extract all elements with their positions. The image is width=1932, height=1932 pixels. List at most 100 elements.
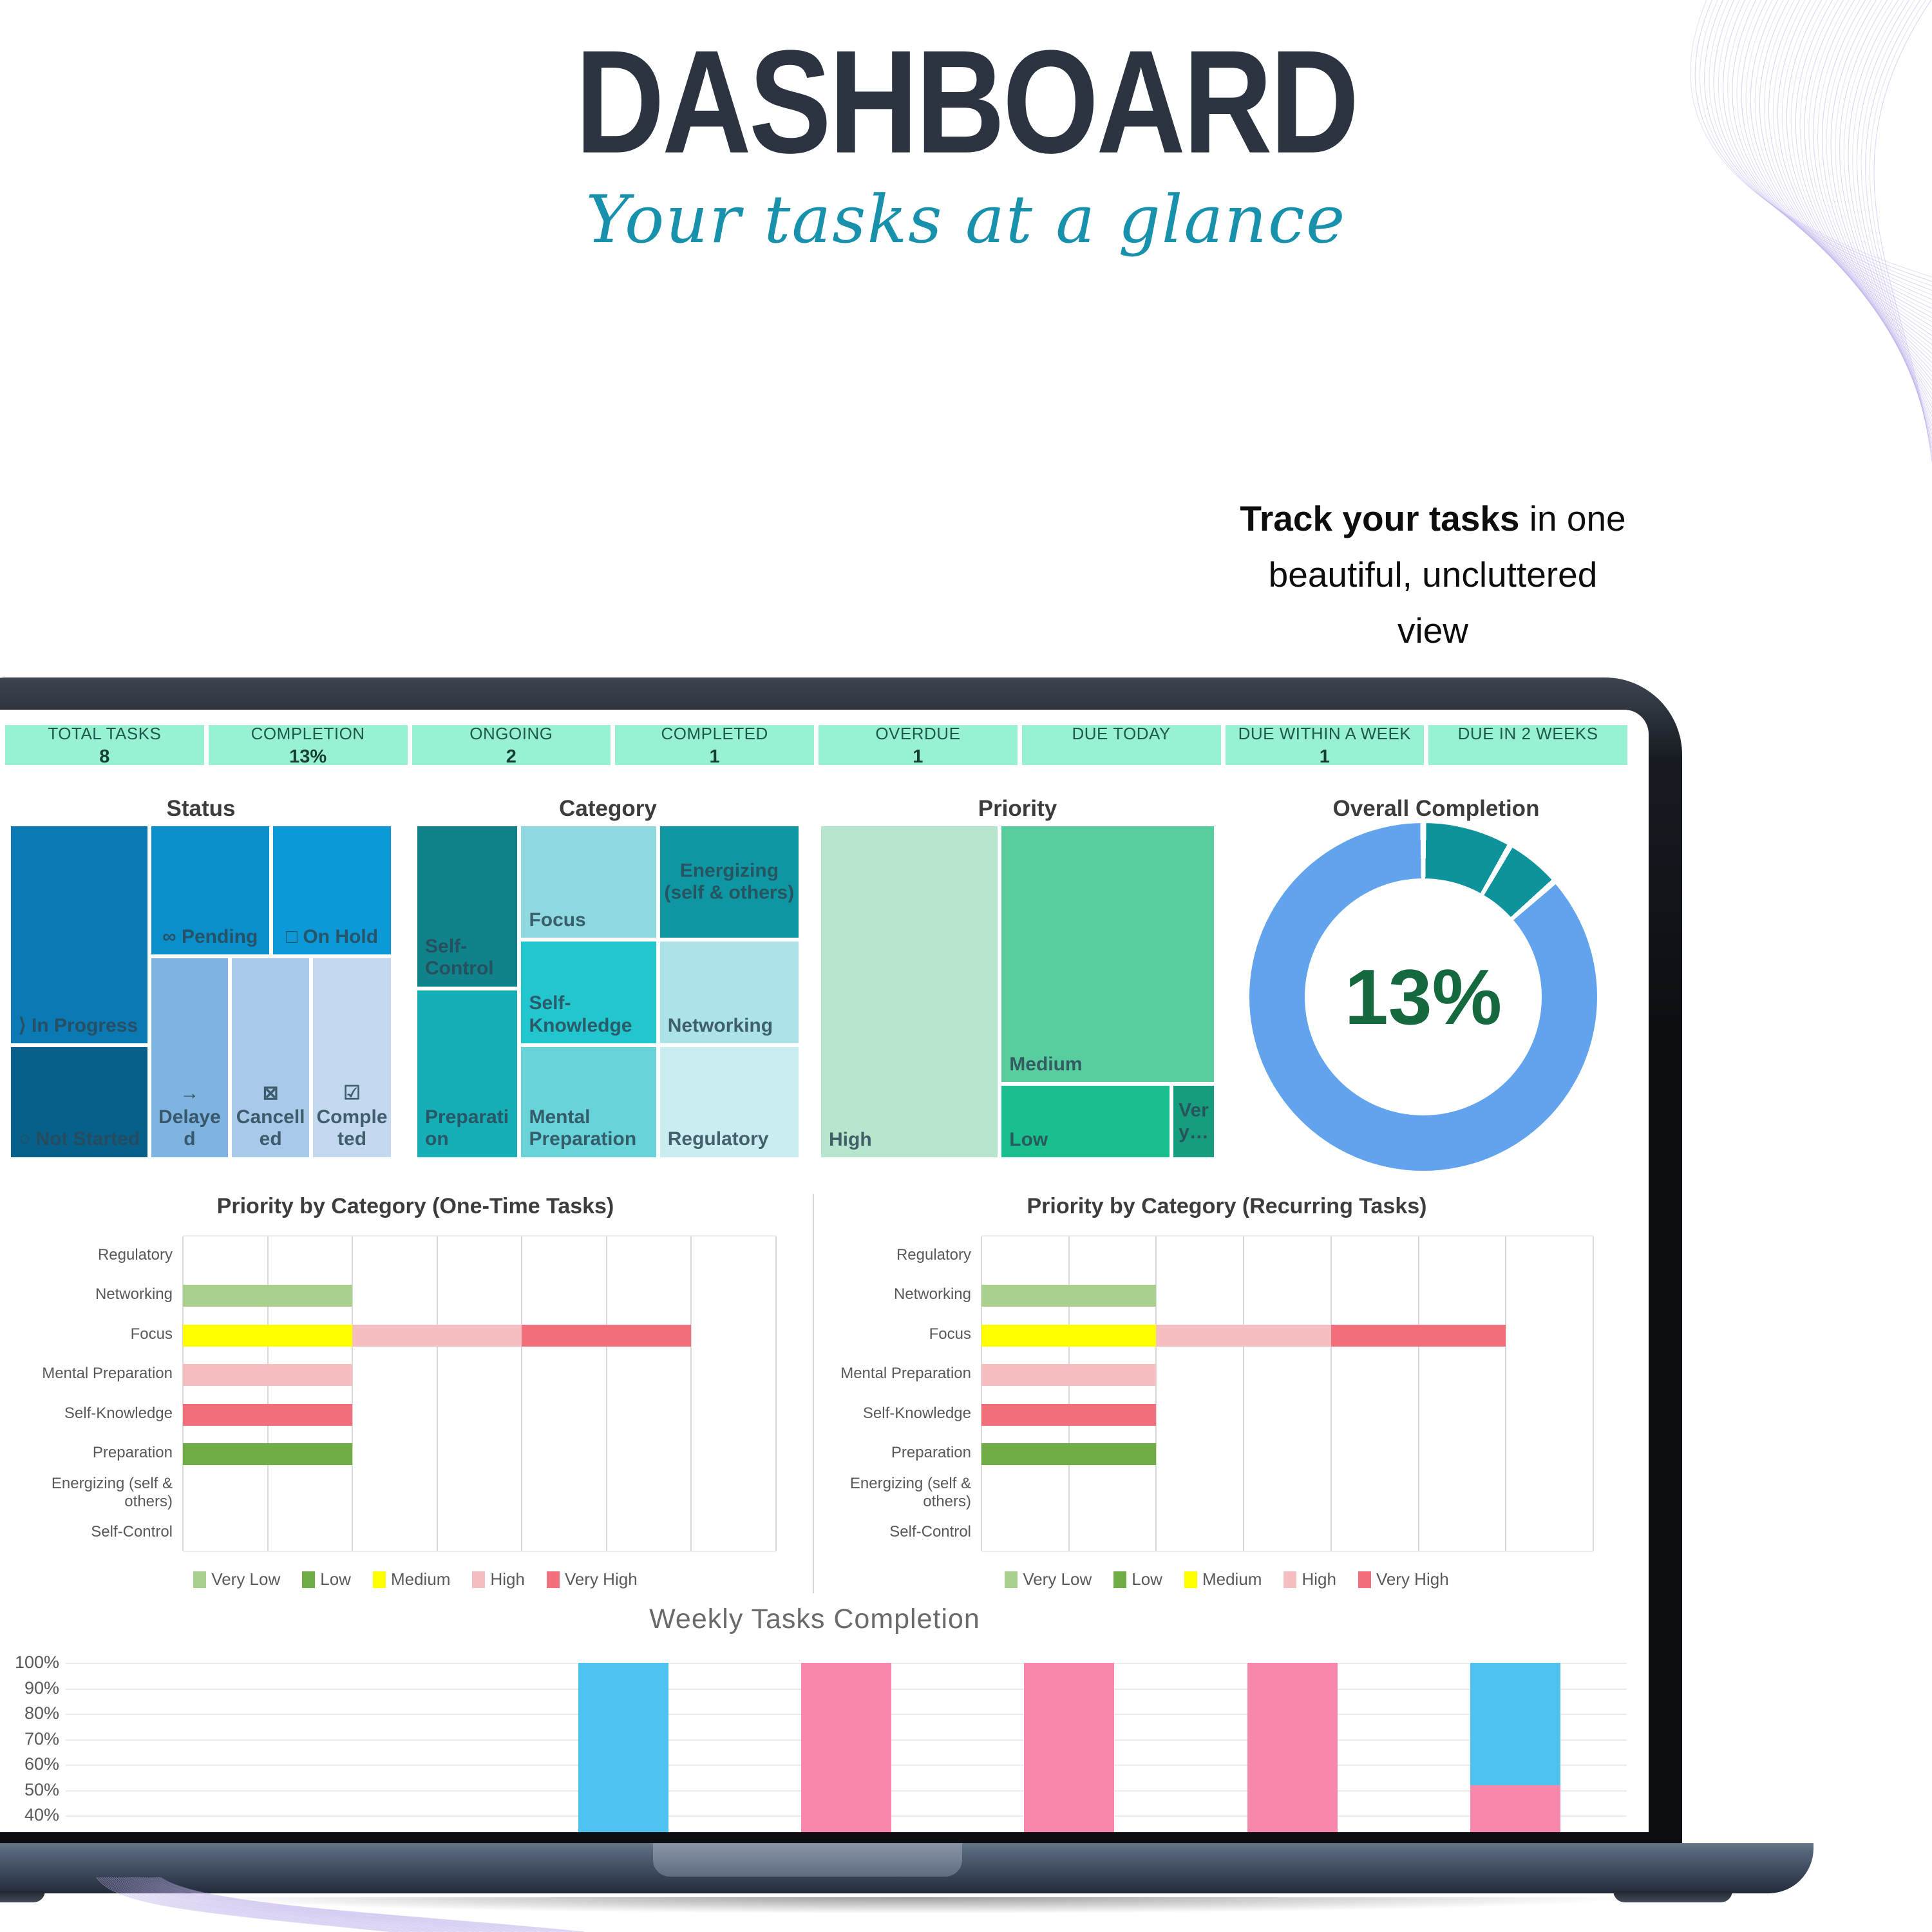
bar-row-label: Preparation <box>891 1444 971 1462</box>
chart-title: Status <box>166 796 236 821</box>
legend-swatch <box>1358 1571 1371 1588</box>
chart-title: Priority <box>978 796 1057 821</box>
y-tick-label: 30% <box>4 1831 59 1833</box>
kpi-label: ONGOING <box>469 723 553 743</box>
gridline <box>1505 1236 1507 1551</box>
bar-row-label: Self-Control <box>91 1523 173 1541</box>
bar-row-label: Regulatory <box>896 1245 971 1264</box>
legend-label: Medium <box>390 1569 451 1589</box>
chart-title: Overall Completion <box>1332 796 1540 821</box>
bar-preparation <box>981 1443 1157 1466</box>
legend-swatch <box>193 1571 207 1588</box>
bar-row-label: Networking <box>95 1285 173 1303</box>
gridline <box>267 1236 269 1551</box>
treemap-tile-completed: ☑ Completed <box>311 956 393 1159</box>
laptop-foot <box>0 1891 45 1902</box>
treemap-tile-self-control: Self-Control <box>415 824 520 989</box>
treemap-tile-mental-preparation: Mental Preparation <box>519 1045 658 1159</box>
tile-label-text: Not Started <box>35 1128 140 1150</box>
bar-mental-preparation <box>981 1364 1157 1387</box>
column-segment-completed <box>578 1663 668 1832</box>
column-segment-remaining <box>1247 1663 1338 1832</box>
kpi-cell: COMPLETED 1 <box>615 723 814 767</box>
gridline <box>436 1236 438 1551</box>
laptop-frame: TOTAL TASKS 8 COMPLETION 13% ONGOING 2 COMPLET… <box>0 677 1682 1846</box>
treemap-canvas: ⟩ In Progress ○ Not Started ∞ Pending □ On … <box>9 824 393 1159</box>
y-tick-label: 90% <box>24 1678 59 1698</box>
tile-label-text: In Progress <box>32 1014 138 1036</box>
gridline <box>1330 1236 1332 1551</box>
bar-networking <box>981 1285 1157 1307</box>
column-bar <box>801 1663 891 1832</box>
treemap-tile-networking: Networking <box>658 940 800 1046</box>
gridline <box>605 1236 607 1551</box>
y-tick-label: 70% <box>24 1728 59 1748</box>
treemap-tile-self-knowledge: Self-Knowledge <box>519 940 658 1046</box>
tile-label: Focus <box>529 909 650 932</box>
kpi-label: DUE WITHIN A WEEK <box>1238 723 1412 743</box>
tagline-rest: in one beautiful, uncluttered view <box>1268 498 1626 650</box>
treemap-tile-not-started: ○ Not Started <box>9 1045 149 1159</box>
bar-self-knowledge <box>183 1403 353 1426</box>
bar-mental-preparation <box>183 1364 353 1387</box>
legend-label: Medium <box>1202 1569 1262 1589</box>
completed-icon: ☑ <box>343 1083 361 1104</box>
legend-label: High <box>1302 1569 1336 1589</box>
y-tick-label: 50% <box>24 1779 59 1799</box>
kpi-value: 2 <box>506 746 516 767</box>
chart-divider <box>813 1194 814 1593</box>
bar-segment-low <box>183 1443 353 1466</box>
legend-swatch <box>546 1571 560 1588</box>
status-treemap-panel: Status ⟩ In Progress ○ Not Started ∞ Pendi… <box>9 796 393 1163</box>
bar-segment-very-low <box>183 1285 353 1307</box>
bar-segment-low <box>981 1443 1157 1466</box>
legend-item: High <box>472 1569 525 1589</box>
legend-swatch <box>1005 1571 1018 1588</box>
tile-label: Low <box>1009 1129 1164 1151</box>
gridline <box>521 1236 523 1551</box>
y-tick-label: 60% <box>24 1754 59 1774</box>
tile-label-text: Regulatory <box>667 1128 769 1150</box>
column-segment-remaining <box>801 1663 891 1832</box>
kpi-value: 13% <box>289 746 327 767</box>
legend-item: High <box>1283 1569 1336 1589</box>
gridline <box>1243 1236 1245 1551</box>
chart-title: Priority by Category (Recurring Tasks) <box>1027 1194 1427 1218</box>
treemap-tile-cancelled: ⊠ Cancelled <box>230 956 312 1159</box>
treemap-tile-high: High <box>819 824 1000 1159</box>
legend-swatch <box>1184 1571 1197 1588</box>
gridline <box>1068 1236 1070 1551</box>
bar-plot-area <box>182 1235 777 1552</box>
tile-label: ○ Not Started <box>19 1128 142 1151</box>
treemap-tile-delayed: → Delayed <box>149 956 231 1159</box>
tile-label-text: On Hold <box>303 925 379 947</box>
decorative-swirl-bottom-left <box>96 1877 585 1932</box>
laptop-screen: TOTAL TASKS 8 COMPLETION 13% ONGOING 2 COMPLET… <box>0 710 1649 1832</box>
tile-label: Self-Control <box>425 936 512 980</box>
gridline <box>981 1236 982 1551</box>
bar-row-label: Energizing (self & others) <box>849 1474 971 1510</box>
bar-segment-very-high <box>522 1324 692 1347</box>
gridline <box>1155 1236 1157 1551</box>
bar-row-label: Mental Preparation <box>840 1365 971 1383</box>
gridline <box>1417 1236 1419 1551</box>
column-segment-remaining <box>1024 1663 1115 1832</box>
bar-networking <box>183 1285 353 1307</box>
kpi-label: COMPLETED <box>661 723 768 743</box>
bar-focus <box>183 1324 692 1347</box>
tile-label: Self-Knowledge <box>529 992 650 1037</box>
tile-label: High <box>829 1129 992 1151</box>
tile-label-text: Self-Control <box>425 935 494 980</box>
bar-segment-very-high <box>1331 1324 1506 1347</box>
legend: Very Low Low Medium High Very High <box>26 1569 805 1589</box>
page-subtitle: Your tasks at a glance <box>585 182 1347 258</box>
gridline <box>1593 1236 1594 1551</box>
bar-segment-very-high <box>981 1403 1157 1426</box>
kpi-cell: DUE IN 2 WEEKS <box>1428 724 1627 765</box>
legend-label: Low <box>320 1569 351 1589</box>
legend-item: Very Low <box>1005 1569 1092 1589</box>
legend-item: Medium <box>372 1569 451 1589</box>
treemap-tile-medium: Medium <box>999 824 1216 1084</box>
tagline-bold: Track your tasks <box>1240 498 1520 538</box>
legend-swatch <box>372 1571 386 1588</box>
